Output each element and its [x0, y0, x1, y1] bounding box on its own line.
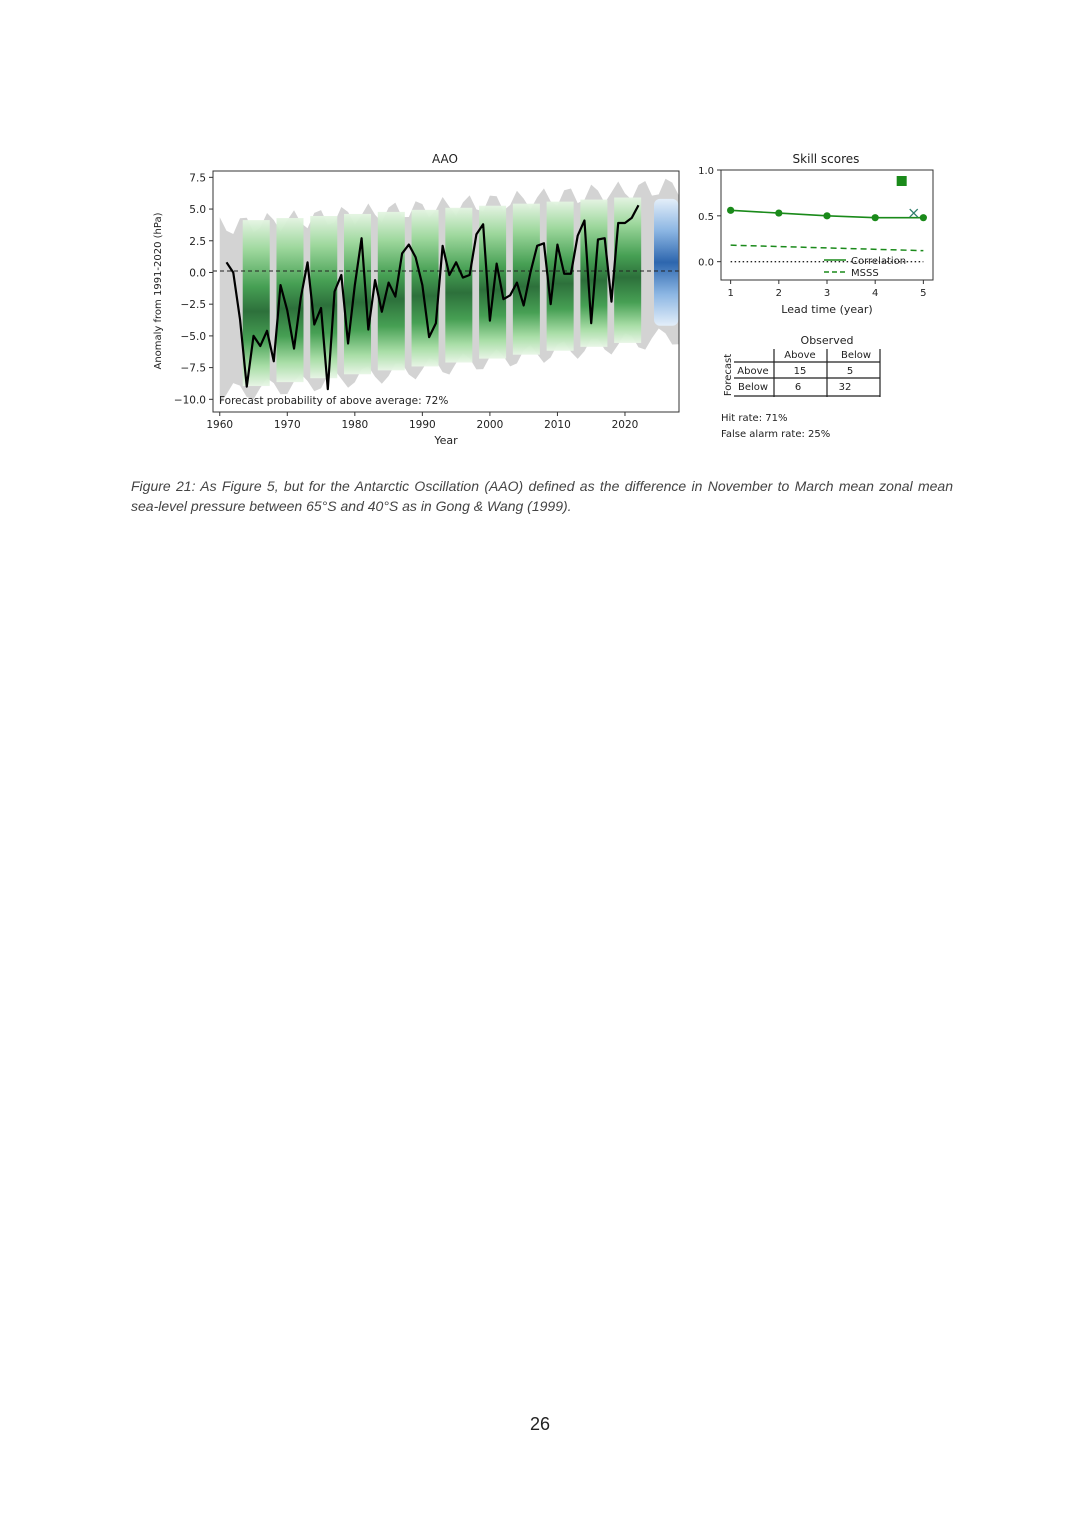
- row-header-above: Above: [737, 366, 768, 377]
- cell-above-below: 5: [847, 366, 853, 377]
- aao-x-tick-label: 1960: [206, 419, 233, 431]
- skill-y-axis: 1.0 0.5 0.0: [698, 166, 721, 269]
- legend-correlation-label: Correlation: [851, 256, 906, 267]
- aao-x-tick-label: 1970: [274, 419, 301, 431]
- aao-y-tick-label: −2.5: [181, 299, 207, 311]
- col-header-below: Below: [841, 350, 871, 361]
- hindcast-plume-band: [512, 203, 540, 355]
- aao-y-tick-label: 5.0: [189, 204, 206, 216]
- aao-x-tick-label: 2020: [612, 419, 639, 431]
- observed-aao-line: [225, 204, 640, 391]
- aao-plume-layer: [219, 178, 679, 405]
- aao-panel: AAO 1960 1970 1980 1990 2000 2010 2020 7.5 5.0 2…: [153, 152, 680, 447]
- skill-x-tick-label: 1: [727, 288, 733, 299]
- cell-above-above: 15: [794, 366, 807, 377]
- aao-y-tick-label: −7.5: [181, 363, 207, 375]
- aao-x-tick-label: 2000: [477, 419, 504, 431]
- aao-y-tick-label: −10.0: [174, 394, 206, 406]
- cell-below-above: 6: [795, 382, 801, 393]
- correlation-point: [919, 214, 927, 222]
- aao-y-tick-label: 7.5: [189, 172, 206, 184]
- hindcast-plume-band: [411, 209, 439, 367]
- skill-panel: Skill scores 1 2 3 4 5 1.0 0.5 0.0 Lead time (…: [698, 152, 934, 316]
- col-header-above: Above: [784, 350, 815, 361]
- aao-y-axis: 7.5 5.0 2.5 0.0 −2.5 −5.0 −7.5 −10.0: [174, 172, 213, 406]
- skill-title: Skill scores: [793, 152, 860, 166]
- hindcast-plume-band: [614, 197, 642, 343]
- skill-x-tick-label: 5: [920, 288, 926, 299]
- aao-x-tick-label: 1980: [341, 419, 368, 431]
- hindcast-plume-band: [546, 201, 574, 351]
- aao-y-tick-label: 2.5: [189, 236, 206, 248]
- hindcast-plume-band: [445, 207, 473, 363]
- correlation-point: [727, 206, 735, 214]
- figure: AAO 1960 1970 1980 1990 2000 2010 2020 7.5 5.0 2…: [153, 152, 934, 447]
- correlation-point: [775, 209, 783, 217]
- hindcast-plume-band: [344, 213, 372, 375]
- msss-line: [730, 244, 924, 252]
- skill-x-tick-label: 3: [824, 288, 830, 299]
- cell-below-below: 32: [839, 382, 852, 393]
- aao-x-label: Year: [433, 434, 458, 447]
- skill-x-axis: 1 2 3 4 5: [727, 280, 927, 299]
- aao-x-tick-label: 2010: [544, 419, 571, 431]
- false-alarm-rate: False alarm rate: 25%: [721, 429, 830, 440]
- page-number: 26: [529, 1414, 551, 1434]
- forecast-probability-annotation: Forecast probability of above average: 7…: [219, 395, 448, 407]
- aao-x-tick-label: 1990: [409, 419, 436, 431]
- correlation-point: [823, 212, 831, 220]
- observed-series-layer: [225, 204, 640, 391]
- skill-x-tick-label: 4: [872, 288, 878, 299]
- aao-y-tick-label: 0.0: [189, 267, 206, 279]
- square-marker: [896, 176, 907, 186]
- contingency-table: Observed Forecast Above Below Above Belo…: [721, 334, 881, 440]
- hit-rate: Hit rate: 71%: [721, 413, 787, 424]
- skill-y-tick-label: 1.0: [698, 166, 714, 177]
- skill-x-tick-label: 2: [776, 288, 782, 299]
- aao-y-tick-label: −5.0: [181, 331, 207, 343]
- skill-y-tick-label: 0.5: [698, 212, 714, 223]
- correlation-point: [871, 214, 879, 222]
- aao-plot-frame: [212, 170, 680, 413]
- aao-x-axis: 1960 1970 1980 1990 2000 2010 2020: [206, 412, 638, 431]
- figure-caption: Figure 21: As Figure 5, but for the Anta…: [131, 478, 953, 514]
- aao-y-label: Anomaly from 1991-2020 (hPa): [153, 212, 164, 369]
- legend-msss-label: MSSS: [851, 268, 879, 279]
- skill-legend: Correlation MSSS: [824, 256, 906, 279]
- forecast-label: Forecast: [723, 354, 734, 396]
- skill-x-label: Lead time (year): [781, 303, 872, 316]
- skill-marks-layer: [727, 176, 927, 263]
- hindcast-plume-band: [276, 218, 304, 383]
- skill-y-tick-label: 0.0: [698, 258, 714, 269]
- hindcast-plume-band: [377, 211, 405, 371]
- x-marker: [909, 208, 919, 218]
- hindcast-plume-band: [242, 220, 270, 387]
- observed-label: Observed: [801, 334, 854, 347]
- aao-title: AAO: [432, 152, 458, 166]
- row-header-below: Below: [738, 382, 768, 393]
- forecast-plume: [654, 198, 679, 326]
